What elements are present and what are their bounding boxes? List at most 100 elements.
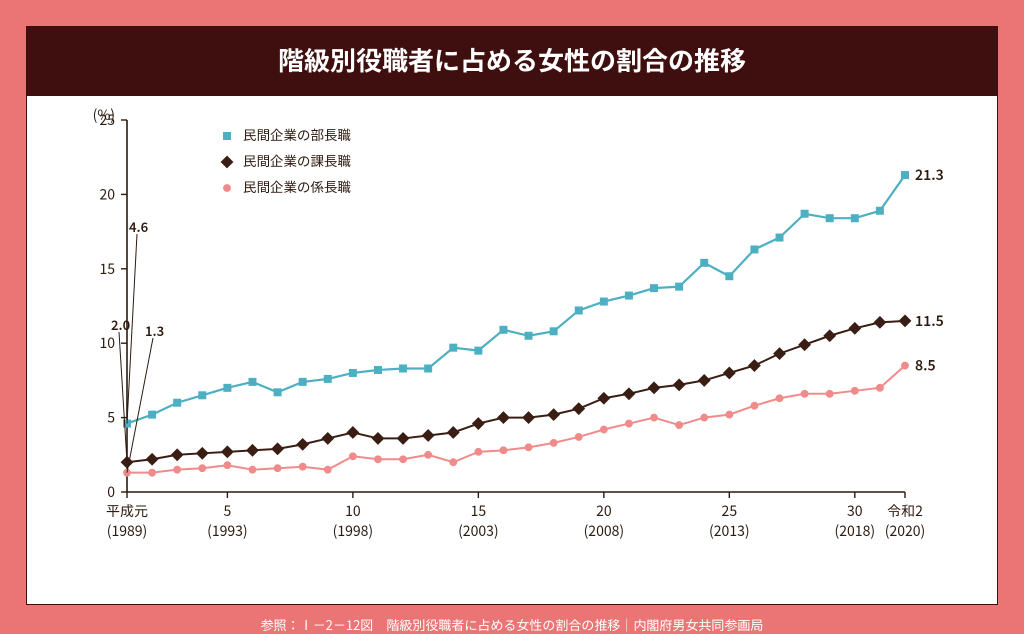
marker-diamond xyxy=(799,339,810,350)
marker-circle xyxy=(475,448,482,455)
marker-square xyxy=(249,378,256,385)
end-value-label: 8.5 xyxy=(915,356,936,376)
marker-circle xyxy=(701,414,708,421)
end-value-label: 11.5 xyxy=(915,311,944,331)
chart-title-bar: 階級別役職者に占める女性の割合の推移 xyxy=(27,27,997,96)
y-tick-label: 0 xyxy=(107,482,115,502)
marker-square xyxy=(525,332,532,339)
marker-circle xyxy=(174,466,181,473)
legend-label: 民間企業の係長職 xyxy=(243,176,351,196)
marker-diamond xyxy=(699,375,710,386)
marker-diamond xyxy=(548,409,559,420)
y-tick-label: 10 xyxy=(99,333,115,353)
x-tick-label-bottom: (2013) xyxy=(709,521,750,541)
marker-diamond xyxy=(397,433,408,444)
x-tick-label-bottom: (2008) xyxy=(584,521,625,541)
marker-circle xyxy=(349,453,356,460)
x-tick-label-bottom: (1998) xyxy=(333,521,374,541)
marker-square xyxy=(625,292,632,299)
marker-diamond xyxy=(573,403,584,414)
marker-circle xyxy=(851,387,858,394)
marker-circle xyxy=(249,466,256,473)
marker-square xyxy=(149,411,156,418)
marker-square xyxy=(400,365,407,372)
marker-square xyxy=(575,307,582,314)
chart-panel: 階級別役職者に占める女性の割合の推移 (%)0510152025平成元(1989… xyxy=(26,26,998,605)
marker-square xyxy=(425,365,432,372)
end-value-label: 21.3 xyxy=(915,165,944,185)
marker-square xyxy=(751,246,758,253)
marker-circle xyxy=(801,390,808,397)
marker-square xyxy=(224,133,231,140)
marker-diamond xyxy=(774,348,785,359)
legend-label: 民間企業の課長職 xyxy=(243,150,351,170)
marker-square xyxy=(851,215,858,222)
y-tick-label: 15 xyxy=(99,259,115,279)
chart-area: (%)0510152025平成元(1989)5(1993)10(1998)15(… xyxy=(27,96,997,566)
marker-circle xyxy=(224,462,231,469)
marker-square xyxy=(199,392,206,399)
marker-square xyxy=(876,207,883,214)
marker-circle xyxy=(625,420,632,427)
marker-square xyxy=(475,347,482,354)
legend-label: 民間企業の部長職 xyxy=(243,124,351,144)
marker-square xyxy=(374,366,381,373)
marker-diamond xyxy=(824,330,835,341)
marker-diamond xyxy=(849,323,860,334)
marker-circle xyxy=(651,414,658,421)
y-tick-label: 20 xyxy=(99,184,115,204)
marker-circle xyxy=(575,434,582,441)
marker-diamond xyxy=(171,449,182,460)
x-tick-label-top: 30 xyxy=(847,501,863,521)
marker-square xyxy=(801,210,808,217)
marker-circle xyxy=(224,185,231,192)
marker-circle xyxy=(400,456,407,463)
marker-diamond xyxy=(523,412,534,423)
marker-square xyxy=(826,215,833,222)
chart-title: 階級別役職者に占める女性の割合の推移 xyxy=(278,41,746,78)
marker-circle xyxy=(600,426,607,433)
marker-square xyxy=(600,298,607,305)
marker-circle xyxy=(902,362,909,369)
marker-square xyxy=(324,375,331,382)
source-caption: 参照：Ⅰ－2－12図 階級別役職者に占める女性の割合の推移｜内閣府男女共同参画局 xyxy=(26,605,998,634)
start-value-label: 4.6 xyxy=(129,217,148,236)
marker-square xyxy=(500,326,507,333)
marker-diamond xyxy=(146,454,157,465)
marker-circle xyxy=(751,402,758,409)
marker-diamond xyxy=(899,315,910,326)
marker-square xyxy=(550,328,557,335)
marker-diamond xyxy=(598,393,609,404)
marker-square xyxy=(174,399,181,406)
marker-circle xyxy=(149,469,156,476)
marker-square xyxy=(726,273,733,280)
marker-circle xyxy=(776,395,783,402)
marker-square xyxy=(902,172,909,179)
marker-square xyxy=(676,283,683,290)
marker-square xyxy=(651,285,658,292)
marker-circle xyxy=(726,411,733,418)
x-tick-label-top: 平成元 xyxy=(106,501,148,521)
line-chart: (%)0510152025平成元(1989)5(1993)10(1998)15(… xyxy=(67,108,959,558)
marker-diamond xyxy=(221,156,232,167)
marker-circle xyxy=(199,465,206,472)
y-tick-label: 5 xyxy=(107,408,115,428)
marker-diamond xyxy=(322,433,333,444)
x-tick-label-top: 25 xyxy=(722,501,738,521)
marker-circle xyxy=(274,465,281,472)
marker-diamond xyxy=(623,388,634,399)
start-value-label: 1.3 xyxy=(145,321,164,340)
marker-square xyxy=(701,259,708,266)
marker-diamond xyxy=(673,379,684,390)
marker-circle xyxy=(299,463,306,470)
x-tick-label-top: 5 xyxy=(223,501,231,521)
marker-diamond xyxy=(749,360,760,371)
marker-square xyxy=(299,378,306,385)
marker-circle xyxy=(324,466,331,473)
marker-square xyxy=(274,389,281,396)
marker-circle xyxy=(876,384,883,391)
x-tick-label-top: 20 xyxy=(596,501,612,521)
marker-diamond xyxy=(347,427,358,438)
marker-diamond xyxy=(372,433,383,444)
x-tick-label-bottom: (1993) xyxy=(207,521,248,541)
